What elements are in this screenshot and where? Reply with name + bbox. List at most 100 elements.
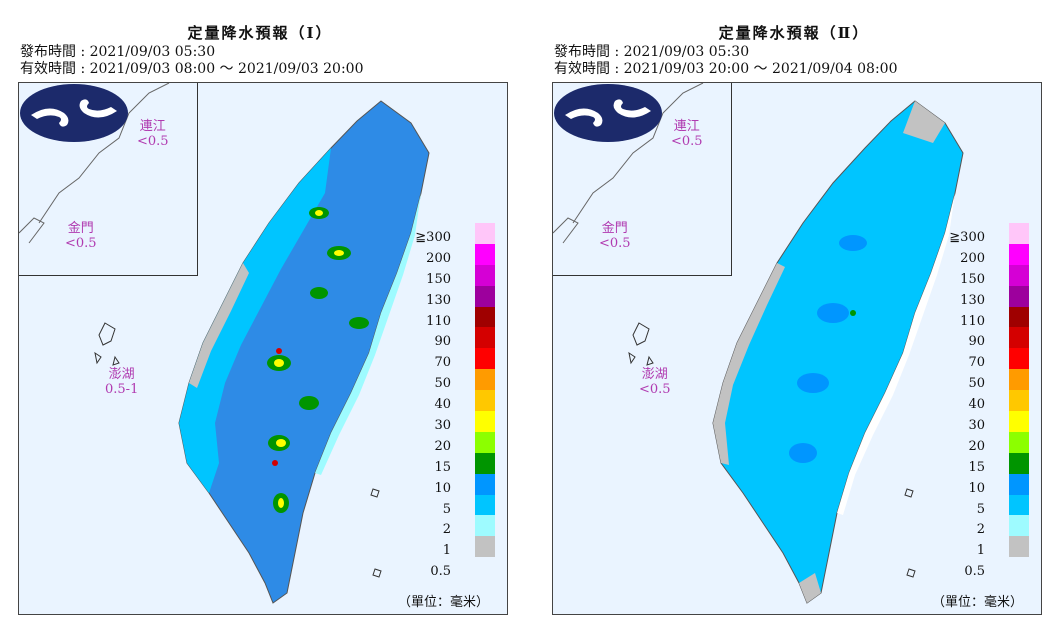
legend-label: 15 xyxy=(968,459,985,475)
legend-label: 90 xyxy=(434,334,451,350)
legend-swatch xyxy=(1009,473,1029,495)
legend-label: 70 xyxy=(434,355,451,371)
outlying-islands-inset: 連江 <0.5 金門 <0.5 xyxy=(553,83,732,276)
penghu-value: 0.5-1 xyxy=(105,382,139,397)
issue-time: 發布時間 : 2021/09/03 05:30 xyxy=(20,44,216,60)
valid-time: 有效時間 : 2021/09/03 20:00 ～ 2021/09/04 08:… xyxy=(554,61,898,77)
qpf-panel-1: 定量降水預報（Ⅰ） 發布時間 : 2021/09/03 05:30 有效時間 :… xyxy=(0,0,520,633)
legend-label: 130 xyxy=(960,292,985,308)
legend-swatch xyxy=(475,494,495,516)
legend-swatch xyxy=(475,285,495,307)
moderate-rain-cells xyxy=(789,235,867,463)
legend-swatch xyxy=(475,264,495,286)
west-grey xyxy=(713,263,785,465)
legend-label: 10 xyxy=(434,480,451,496)
matsu-label: 連江 <0.5 xyxy=(671,119,703,149)
unit-label: （單位：毫米） xyxy=(397,595,489,610)
rainfall-legend xyxy=(1009,223,1029,558)
legend-label: ≧300 xyxy=(415,230,451,245)
matsu-value: <0.5 xyxy=(137,134,169,149)
legend-swatch xyxy=(475,223,495,244)
penghu-islands xyxy=(628,322,654,366)
legend-label: 30 xyxy=(968,418,985,434)
legend-label: 2 xyxy=(976,522,985,538)
legend-label: 5 xyxy=(976,501,985,517)
legend-label: 110 xyxy=(426,313,451,329)
rainfall-map: 連江 <0.5 金門 <0.5 澎湖 0.5-1 xyxy=(18,82,508,615)
cwb-logo-icon xyxy=(20,84,128,142)
legend-swatch xyxy=(475,390,495,412)
legend-label: 1 xyxy=(976,543,985,559)
penghu-value: <0.5 xyxy=(639,382,671,397)
legend-swatch xyxy=(1009,264,1029,286)
legend-swatch xyxy=(1009,411,1029,432)
legend-swatch xyxy=(475,431,495,453)
inset-coast xyxy=(553,83,704,244)
northeast-grey xyxy=(903,101,945,143)
legend-swatch xyxy=(1009,431,1029,453)
legend-swatch xyxy=(1009,285,1029,307)
kinmen-label: 金門 <0.5 xyxy=(599,221,631,251)
kinmen-label: 金門 <0.5 xyxy=(65,221,97,251)
penghu-name: 澎湖 xyxy=(108,367,135,382)
legend-swatch xyxy=(1009,243,1029,265)
legend-swatch xyxy=(1009,327,1029,349)
south-grey xyxy=(799,573,821,603)
legend-swatch xyxy=(1009,452,1029,474)
light-green-cells xyxy=(850,310,856,316)
green-island xyxy=(372,568,382,578)
legend-label: 1 xyxy=(442,543,451,559)
legend-label: 90 xyxy=(968,334,985,350)
legend-swatch xyxy=(475,536,495,558)
legend-label: 150 xyxy=(426,271,451,287)
legend-swatch xyxy=(1009,515,1029,537)
legend-label: 150 xyxy=(960,271,985,287)
legend-swatch xyxy=(1009,348,1029,370)
kinmen-value: <0.5 xyxy=(65,236,97,251)
yellow-cells xyxy=(274,210,344,508)
west-grey xyxy=(189,263,249,388)
rainfall-map: 連江 <0.5 金門 <0.5 澎湖 <0.5 xyxy=(552,82,1042,615)
rainfall-legend xyxy=(475,223,495,558)
legend-swatch xyxy=(1009,369,1029,391)
kinmen-name: 金門 xyxy=(601,221,628,236)
legend-swatch xyxy=(475,473,495,495)
kinmen-name: 金門 xyxy=(67,221,94,236)
cwb-logo-icon xyxy=(554,84,662,142)
legend-label: 0.5 xyxy=(430,564,451,580)
legend-label: ≧300 xyxy=(949,230,985,245)
taiwan-map-svg xyxy=(94,100,430,604)
green-island xyxy=(906,568,916,578)
heavy-rain-cells xyxy=(267,207,369,513)
issue-time: 發布時間 : 2021/09/03 05:30 xyxy=(554,44,750,60)
legend-swatch xyxy=(475,306,495,328)
matsu-name: 連江 xyxy=(673,119,700,134)
east-coast-light xyxy=(315,193,421,475)
legend-swatch xyxy=(1009,223,1029,244)
matsu-value: <0.5 xyxy=(671,134,703,149)
penghu-name: 澎湖 xyxy=(641,367,668,382)
penghu-islands xyxy=(94,322,120,366)
inset-coast xyxy=(19,83,170,244)
legend-label: 15 xyxy=(434,459,451,475)
unit-label: （單位：毫米） xyxy=(931,595,1023,610)
legend-label: 20 xyxy=(434,438,451,454)
legend-swatch xyxy=(475,411,495,432)
legend-label: 200 xyxy=(426,250,451,266)
legend-label: 110 xyxy=(960,313,985,329)
west-coast-light xyxy=(179,148,331,493)
valid-time: 有效時間 : 2021/09/03 08:00 ～ 2021/09/03 20:… xyxy=(20,61,364,77)
legend-label: 5 xyxy=(442,501,451,517)
qpf-panel-2: 定量降水預報（Ⅱ） 發布時間 : 2021/09/03 05:30 有效時間 :… xyxy=(534,0,1054,633)
kinmen-value: <0.5 xyxy=(599,236,631,251)
legend-label: 200 xyxy=(960,250,985,266)
penghu-label: 澎湖 0.5-1 xyxy=(105,367,138,397)
matsu-name: 連江 xyxy=(139,119,166,134)
legend-label: 30 xyxy=(434,418,451,434)
legend-label: 10 xyxy=(968,480,985,496)
legend-label: 50 xyxy=(968,376,985,392)
legend-label: 40 xyxy=(434,397,451,413)
legend-label: 70 xyxy=(968,355,985,371)
legend-labels: ≧300 200 150 130 110 90 70 50 40 30 20 1… xyxy=(945,228,985,583)
legend-label: 20 xyxy=(968,438,985,454)
